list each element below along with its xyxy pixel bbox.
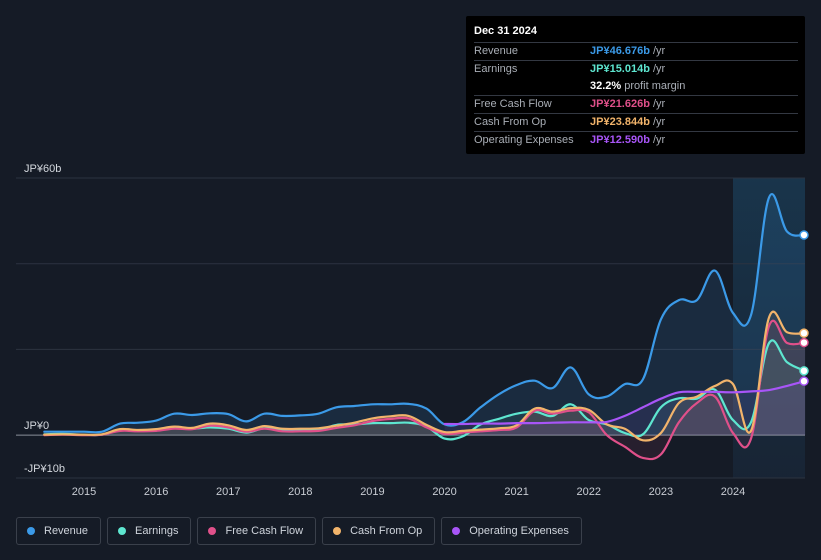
tooltip-unit: /yr	[652, 45, 666, 57]
legend-dot-icon	[118, 527, 127, 535]
legend-label: Free Cash Flow	[225, 525, 304, 537]
x-tick-label: 2020	[432, 486, 456, 498]
tooltip-row: 32.2% profit margin	[474, 78, 798, 95]
legend-label: Earnings	[135, 525, 179, 537]
tooltip-date: Dec 31 2024	[474, 25, 537, 37]
tooltip-value: JP¥15.014b	[590, 63, 650, 75]
legend-item-operating-expenses[interactable]: Operating Expenses	[441, 517, 582, 545]
operating-expenses-end-marker	[799, 376, 809, 386]
legend-item-earnings[interactable]: Earnings	[107, 517, 192, 545]
legend-dot-icon	[333, 527, 342, 535]
legend-item-free-cash-flow[interactable]: Free Cash Flow	[197, 517, 317, 545]
operating-expenses-area	[444, 381, 806, 436]
tooltip-value: JP¥23.844b	[590, 116, 650, 128]
tooltip-value: JP¥21.626b	[590, 98, 650, 110]
legend-item-revenue[interactable]: Revenue	[16, 517, 102, 545]
x-tick-label: 2022	[577, 486, 601, 498]
cash-from-op-line	[43, 310, 807, 442]
tooltip-value: JP¥46.676b	[590, 45, 650, 57]
x-tick-label: 2018	[288, 486, 312, 498]
y-tick-label: -JP¥10b	[24, 463, 65, 475]
x-tick-label: 2019	[360, 486, 384, 498]
tooltip-label: Cash From Op	[474, 116, 547, 128]
earnings-end-marker	[799, 366, 809, 376]
tooltip-unit: /yr	[652, 98, 666, 110]
tooltip-label: Free Cash Flow	[474, 98, 552, 110]
legend-dot-icon	[208, 527, 217, 535]
tooltip-label: Operating Expenses	[474, 134, 574, 146]
legend-dot-icon	[452, 527, 461, 535]
tooltip-value: JP¥12.590b	[590, 134, 650, 146]
legend-label: Cash From Op	[350, 525, 423, 537]
y-tick-label: JP¥60b	[24, 163, 61, 175]
tooltip-panel: Dec 31 2024 Revenue JP¥46.676b/yr Earnings…	[466, 16, 805, 154]
x-tick-label: 2017	[216, 486, 240, 498]
tooltip-label	[474, 78, 590, 95]
free-cash-flow-line	[43, 319, 807, 461]
legend: Revenue Earnings Free Cash Flow Cash From O…	[16, 517, 582, 545]
tooltip-row: Cash From Op JP¥23.844b/yr	[474, 113, 798, 131]
tooltip-unit: /yr	[652, 63, 666, 75]
cash-from-op-end-marker	[799, 328, 809, 338]
tooltip-unit: /yr	[652, 116, 666, 128]
revenue-area	[44, 194, 806, 436]
x-tick-label: 2024	[721, 486, 745, 498]
tooltip-row: Earnings JP¥15.014b/yr	[474, 60, 798, 78]
x-tick-label: 2016	[144, 486, 168, 498]
earnings-area	[44, 340, 806, 440]
free-cash-flow-area	[44, 320, 806, 460]
tooltip-row: Revenue JP¥46.676b/yr	[474, 42, 798, 60]
y-tick-label: JP¥0	[24, 420, 49, 432]
legend-label: Revenue	[44, 525, 89, 537]
tooltip-label: Revenue	[474, 45, 519, 57]
legend-item-cash-from-op[interactable]: Cash From Op	[322, 517, 436, 545]
x-tick-label: 2023	[649, 486, 673, 498]
revenue-end-marker	[799, 230, 809, 240]
tooltip-row: Free Cash Flow JP¥21.626b/yr	[474, 95, 798, 113]
legend-dot-icon	[27, 527, 35, 535]
operating-expenses-line	[443, 380, 807, 426]
tooltip-unit: /yr	[652, 134, 666, 146]
tooltip-unit: profit margin	[624, 80, 686, 92]
tooltip-value: 32.2%	[590, 80, 622, 92]
free-cash-flow-end-marker	[799, 337, 809, 348]
x-tick-label: 2015	[72, 486, 96, 498]
tooltip-row: Operating Expenses JP¥12.590b/yr	[474, 131, 798, 149]
tooltip-label: Earnings	[474, 63, 518, 75]
legend-label: Operating Expenses	[469, 525, 569, 537]
revenue-line	[43, 193, 807, 434]
x-tick-label: 2021	[504, 486, 528, 498]
